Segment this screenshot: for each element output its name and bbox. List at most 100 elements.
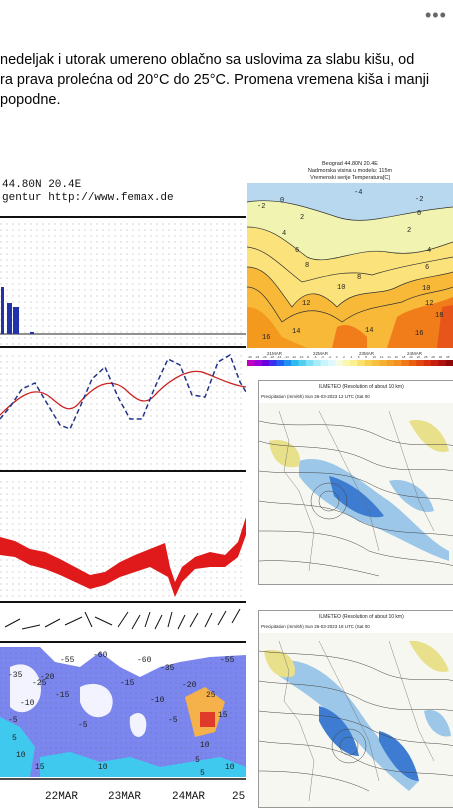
cross-section-title-2: Nadmorska visina u modelu: 115m [308, 168, 393, 174]
colorbar-swatch [379, 360, 388, 366]
colorbar-label: 4 [351, 355, 353, 359]
temperature-cross-section: Beograd 44.80N 20.4E Nadmorska visina u … [247, 157, 453, 377]
colorbar-label: -10 [299, 355, 304, 359]
colorbar-swatch [401, 360, 410, 366]
colorbar-swatch [350, 360, 358, 366]
contour-label: -2 [415, 196, 423, 204]
colorbar-label: 22 [417, 355, 421, 359]
colorbar-label: -8 [306, 355, 309, 359]
contour-label: -60 [93, 651, 108, 660]
map-subtitle: Precipitation (mm/6h) Sun 26-03-2023 12 … [261, 394, 370, 399]
contour-label: 10 [98, 763, 108, 772]
contour-label: 10 [422, 285, 430, 293]
contour-label: 8 [305, 262, 309, 270]
contour-label: 14 [292, 328, 300, 336]
contour-label: 10 [225, 763, 235, 772]
map-title: ILMETEO (Resolution of about 10 km) [319, 614, 404, 620]
contour-label: 4 [282, 230, 286, 238]
colorbar-label: 28 [431, 355, 435, 359]
contour-label: -15 [55, 691, 70, 700]
contour-label: 10 [200, 741, 210, 750]
colorbar-swatch [320, 360, 329, 366]
date-label: 22MAR [313, 351, 329, 356]
colorbar-label: 35 [446, 355, 450, 359]
post-image[interactable]: 44.80N 20.4E gentur http://www.femax.de [0, 155, 453, 808]
colorbar-swatch [298, 360, 307, 366]
colorbar-label: 30 [439, 355, 443, 359]
contour-label: -35 [160, 664, 175, 673]
contour-label: -10 [20, 699, 35, 708]
colorbar-label: -20 [262, 355, 267, 359]
contour-label: 25 [206, 691, 216, 700]
colorbar-label: -26 [248, 355, 253, 359]
colorbar-swatch [445, 360, 453, 366]
contour-label: 2 [300, 214, 304, 222]
meteogram-image: 44.80N 20.4E gentur http://www.femax.de [0, 157, 246, 806]
contour-label: 5 [200, 769, 205, 778]
contour-label: 16 [262, 334, 270, 342]
colorbar-label: 6 [358, 355, 360, 359]
cross-section-title-1: Beograd 44.80N 20.4E [322, 161, 378, 167]
contour-label: 4 [427, 247, 431, 255]
colorbar-swatch [335, 360, 343, 366]
contour-label: -20 [182, 681, 197, 690]
contour-label: 0 [417, 210, 421, 218]
colorbar-swatch [438, 360, 446, 366]
contour-label: -20 [40, 673, 55, 682]
colorbar-label: 16 [395, 355, 399, 359]
contour-label: -5 [78, 721, 88, 730]
contour-label: 16 [415, 330, 423, 338]
contour-label: -5 [168, 716, 178, 725]
precipitation-map-2: ILMETEO (Resolution of about 10 km) Prec… [258, 610, 453, 808]
colorbar-swatch [305, 360, 314, 366]
colorbar-swatch [394, 360, 402, 366]
colorbar-swatch [269, 360, 277, 366]
more-options-button[interactable]: ••• [425, 5, 447, 28]
contour-label: 12 [302, 300, 310, 308]
map-subtitle: Precipitation (mm/6h) Sun 26-03-2023 18 … [261, 624, 370, 629]
colorbar-label: 12 [380, 355, 384, 359]
colorbar-swatch [364, 360, 373, 366]
colorbar-label: 8 [365, 355, 367, 359]
precipitation-map-1: ILMETEO (Resolution of about 10 km) Prec… [258, 380, 453, 585]
contour-label: 18 [435, 312, 443, 320]
contour-label: 0 [280, 197, 284, 205]
colorbar-swatch [430, 360, 439, 366]
contour-label: 6 [425, 264, 429, 272]
contour-label: -2 [257, 203, 265, 211]
date-label: 21MAR [267, 351, 283, 356]
contour-label: 2 [407, 227, 411, 235]
colorbar-label: -4 [321, 355, 324, 359]
more-horizontal-icon: ••• [425, 5, 447, 25]
colorbar-label: -14 [284, 355, 289, 359]
contour-label: -10 [150, 696, 165, 705]
colorbar-label: -23 [255, 355, 260, 359]
colorbar-label: -18 [270, 355, 275, 359]
colorbar-swatch [254, 360, 263, 366]
contour-label: 5 [195, 756, 200, 765]
colorbar-label: 20 [409, 355, 413, 359]
date-label: 22MAR [45, 791, 78, 803]
date-label: 23MAR [108, 791, 141, 803]
colorbar-swatch [416, 360, 424, 366]
post-text: nedeljak i utorak umereno oblačno sa usl… [0, 50, 440, 110]
colorbar-label: 14 [387, 355, 391, 359]
date-label: 24MAR [407, 351, 423, 356]
colorbar-label: 25 [424, 355, 428, 359]
contour-label: 6 [295, 247, 299, 255]
colorbar-swatch [327, 360, 336, 366]
colorbar-label: 2 [343, 355, 345, 359]
colorbar-swatch [386, 360, 395, 366]
colorbar-label: -12 [292, 355, 297, 359]
contour-label: -25 [32, 679, 47, 688]
colorbar-label: 0 [336, 355, 338, 359]
contour-label: -55 [60, 656, 75, 665]
contour-label: 5 [12, 734, 17, 743]
colorbar-swatch [276, 360, 285, 366]
date-label: 24MAR [172, 791, 205, 803]
post-text-line: ra prava prolećna od 20°C do 25°C. Prome… [0, 72, 430, 88]
post-text-line: nedeljak i utorak umereno oblačno sa usl… [0, 52, 415, 68]
colorbar-swatch [247, 360, 255, 366]
colorbar-swatch [291, 360, 299, 366]
contour-label: -5 [8, 716, 18, 725]
